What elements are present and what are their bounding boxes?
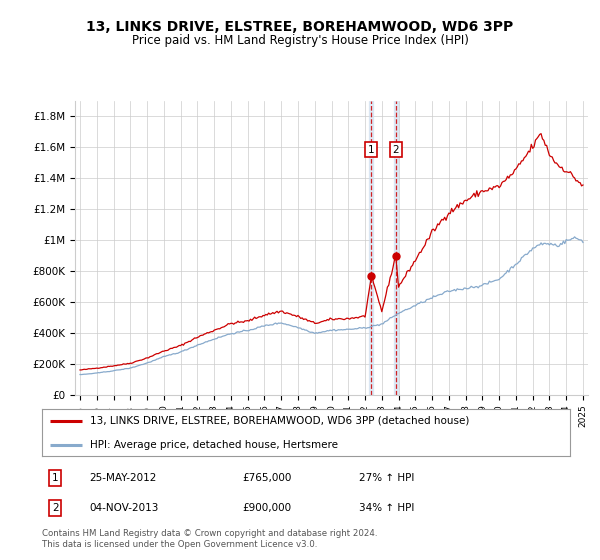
Text: 27% ↑ HPI: 27% ↑ HPI [359,473,414,483]
Text: 2: 2 [52,503,59,514]
Text: 1: 1 [368,144,375,155]
Text: 13, LINKS DRIVE, ELSTREE, BOREHAMWOOD, WD6 3PP: 13, LINKS DRIVE, ELSTREE, BOREHAMWOOD, W… [86,20,514,34]
Text: 25-MAY-2012: 25-MAY-2012 [89,473,157,483]
Bar [370,101,373,395]
Text: £765,000: £765,000 [242,473,292,483]
Text: 2: 2 [392,144,399,155]
Text: Price paid vs. HM Land Registry's House Price Index (HPI): Price paid vs. HM Land Registry's House … [131,34,469,46]
Text: 13, LINKS DRIVE, ELSTREE, BOREHAMWOOD, WD6 3PP (detached house): 13, LINKS DRIVE, ELSTREE, BOREHAMWOOD, W… [89,416,469,426]
Bar [394,101,398,395]
Text: Contains HM Land Registry data © Crown copyright and database right 2024.
This d: Contains HM Land Registry data © Crown c… [42,529,377,549]
Text: 04-NOV-2013: 04-NOV-2013 [89,503,159,514]
Text: 1: 1 [52,473,59,483]
Text: 34% ↑ HPI: 34% ↑ HPI [359,503,414,514]
Text: HPI: Average price, detached house, Hertsmere: HPI: Average price, detached house, Hert… [89,440,338,450]
Text: £900,000: £900,000 [242,503,292,514]
